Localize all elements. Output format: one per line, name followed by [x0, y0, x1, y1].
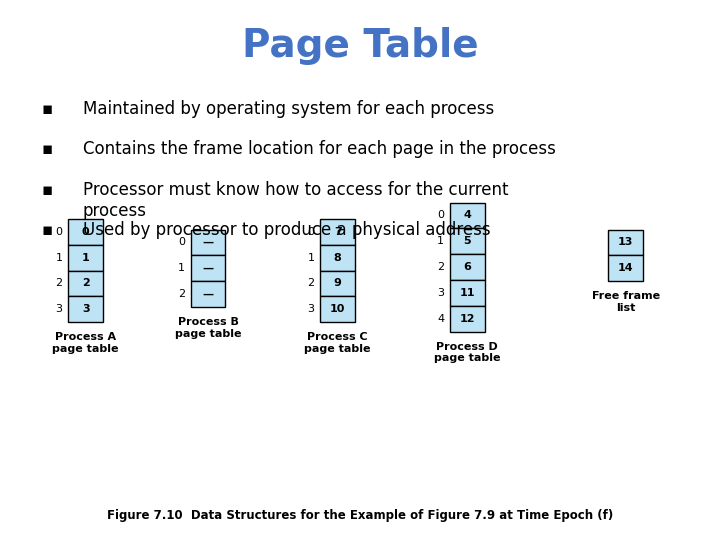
Text: —: — — [202, 238, 214, 247]
Text: Process D
page table: Process D page table — [434, 342, 500, 363]
Bar — [608, 255, 643, 281]
Text: 1: 1 — [437, 237, 444, 246]
Text: 1: 1 — [178, 264, 185, 273]
Text: ▪: ▪ — [41, 221, 53, 239]
Text: ▪: ▪ — [41, 100, 53, 118]
Bar — [191, 255, 225, 281]
Text: —: — — [202, 289, 214, 299]
Text: Processor must know how to access for the current
process: Processor must know how to access for th… — [83, 181, 508, 220]
Text: 3: 3 — [307, 305, 315, 314]
Text: Process C
page table: Process C page table — [305, 332, 371, 354]
Text: 1: 1 — [55, 253, 63, 262]
Text: ▪: ▪ — [41, 181, 53, 199]
Text: 11: 11 — [459, 288, 475, 298]
Text: 6: 6 — [464, 262, 471, 272]
Text: Contains the frame location for each page in the process: Contains the frame location for each pag… — [83, 140, 556, 158]
Text: 4: 4 — [437, 314, 444, 324]
Text: 7: 7 — [334, 227, 341, 237]
Text: 0: 0 — [82, 227, 89, 237]
Bar — [320, 271, 355, 296]
Text: 2: 2 — [82, 279, 89, 288]
Text: 0: 0 — [307, 227, 315, 237]
Bar — [450, 280, 485, 306]
Bar — [191, 230, 225, 255]
Text: 5: 5 — [464, 237, 471, 246]
Text: 1: 1 — [82, 253, 89, 262]
Bar — [450, 306, 485, 332]
Text: 3: 3 — [55, 305, 63, 314]
Text: 2: 2 — [307, 279, 315, 288]
Bar — [320, 219, 355, 245]
Text: 0: 0 — [437, 211, 444, 220]
Text: Maintained by operating system for each process: Maintained by operating system for each … — [83, 100, 494, 118]
Text: 2: 2 — [55, 279, 63, 288]
Bar — [68, 296, 103, 322]
Bar — [320, 296, 355, 322]
Text: 3: 3 — [82, 305, 89, 314]
Text: Figure 7.10  Data Structures for the Example of Figure 7.9 at Time Epoch (f): Figure 7.10 Data Structures for the Exam… — [107, 509, 613, 522]
Bar — [191, 281, 225, 307]
Text: 1: 1 — [307, 253, 315, 262]
Text: 10: 10 — [330, 305, 346, 314]
Bar — [320, 245, 355, 271]
Bar — [450, 202, 485, 228]
Bar — [68, 219, 103, 245]
Text: Used by processor to produce a physical address: Used by processor to produce a physical … — [83, 221, 490, 239]
Text: 2: 2 — [178, 289, 185, 299]
Text: 3: 3 — [437, 288, 444, 298]
Bar — [68, 245, 103, 271]
Text: 2: 2 — [437, 262, 444, 272]
Text: 0: 0 — [55, 227, 63, 237]
Text: 9: 9 — [334, 279, 341, 288]
Bar — [450, 254, 485, 280]
Text: Process A
page table: Process A page table — [53, 332, 119, 354]
Text: ▪: ▪ — [41, 140, 53, 158]
Text: Free frame
list: Free frame list — [592, 291, 660, 313]
Text: 4: 4 — [464, 211, 471, 220]
Text: 12: 12 — [459, 314, 475, 324]
Text: 0: 0 — [178, 238, 185, 247]
Text: —: — — [202, 264, 214, 273]
Bar — [608, 230, 643, 255]
Text: Process B
page table: Process B page table — [175, 317, 241, 339]
Text: Page Table: Page Table — [242, 27, 478, 65]
Bar — [68, 271, 103, 296]
Text: 14: 14 — [618, 264, 634, 273]
Bar — [450, 228, 485, 254]
Text: 8: 8 — [334, 253, 341, 262]
Text: 13: 13 — [618, 238, 634, 247]
